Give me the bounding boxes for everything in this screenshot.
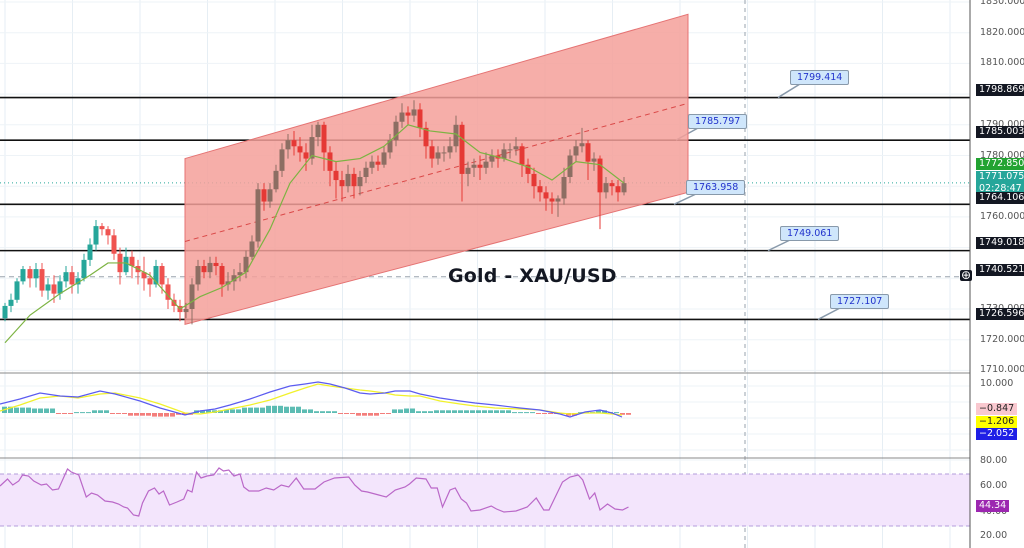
price-axis-label: 1720.000 [980,333,1024,345]
level-callout: 1727.107 [830,294,890,309]
macd-pane [0,372,1024,459]
price-tag: 1771.075 [976,171,1024,183]
level-callout: 1785.797 [688,114,748,129]
price-axis-label: 1810.000 [980,57,1024,69]
macd-value-tag: −1.206 [976,416,1018,428]
price-tag: 1726.596 [976,308,1024,320]
price-axis-label: 1790.000 [980,118,1024,130]
price-tag: 1764.106 [976,192,1024,204]
moving-average-line [4,124,625,344]
rsi-axis-label: 60.00 [980,480,1008,491]
price-axis-label: 1710.000 [980,364,1024,376]
price-tag: 1785.003 [976,126,1024,138]
crosshair-add-icon[interactable]: ⊕ [960,267,973,282]
level-callout: 1799.414 [790,70,850,85]
rsi-value-tag: 44.34 [976,500,1010,512]
macd-value-tag: −0.847 [976,403,1018,415]
price-tag: 1798.869 [976,84,1024,96]
chart-title: Gold - XAU/USD [448,265,617,287]
macd-value-tag: −2.052 [976,428,1018,440]
rsi-pane [0,467,970,527]
price-axis-label: 1780.000 [980,149,1024,161]
rsi-axis-label: 80.00 [980,455,1008,466]
price-tag: 1740.521 [976,264,1024,276]
level-callout: 1763.958 [686,180,746,195]
price-axis-label: 1820.000 [980,26,1024,38]
price-axis-label: 1830.000 [980,0,1024,7]
rsi-axis-label: 20.00 [980,530,1008,541]
level-callout: 1749.061 [780,226,840,241]
price-axis-label: 1760.000 [980,210,1024,222]
price-tag: 1772.850 [976,158,1024,170]
macd-axis-label: 10.000 [980,378,1014,389]
candlesticks [2,100,627,325]
price-tag: 1749.018 [976,237,1024,249]
